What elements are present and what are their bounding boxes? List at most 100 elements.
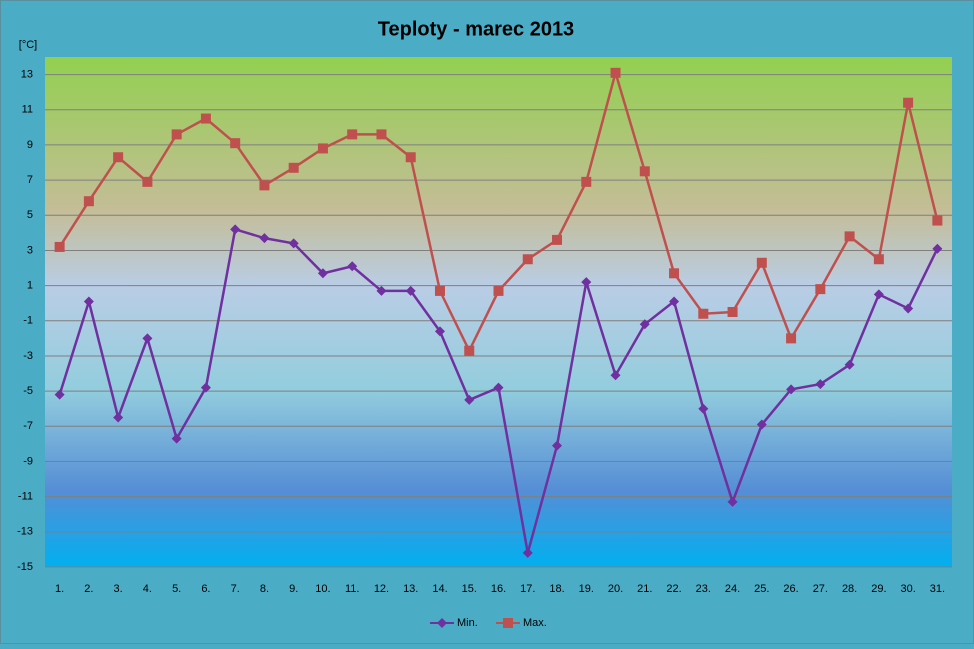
x-tick-label: 21. — [637, 583, 652, 595]
marker — [376, 129, 387, 140]
x-tick-label: 15. — [462, 583, 477, 595]
marker — [698, 308, 709, 319]
marker — [200, 113, 211, 124]
marker — [434, 326, 445, 337]
x-tick-label: 16. — [491, 583, 506, 595]
y-tick-label: -5 — [23, 385, 33, 397]
y-tick-label: 3 — [27, 244, 33, 256]
marker — [493, 285, 504, 296]
marker — [142, 176, 153, 187]
marker — [464, 394, 475, 405]
y-tick-label: -13 — [17, 526, 33, 538]
x-tick-label: 29. — [871, 583, 886, 595]
marker — [317, 268, 328, 279]
marker — [903, 97, 914, 108]
x-tick-label: 30. — [900, 583, 915, 595]
x-tick-label: 6. — [201, 583, 210, 595]
marker — [815, 379, 826, 390]
marker — [610, 370, 621, 381]
marker — [171, 433, 182, 444]
marker — [873, 254, 884, 265]
marker — [142, 333, 153, 344]
x-tick-label: 3. — [114, 583, 123, 595]
x-tick-label: 17. — [520, 583, 535, 595]
y-tick-label: 9 — [27, 139, 33, 151]
marker — [54, 241, 65, 252]
marker — [434, 285, 445, 296]
x-tick-label: 27. — [813, 583, 828, 595]
marker — [786, 384, 797, 395]
x-tick-label: 11. — [345, 583, 359, 595]
marker — [552, 234, 563, 245]
x-tick-label: 12. — [374, 583, 389, 595]
marker — [844, 231, 855, 242]
marker — [230, 138, 241, 149]
y-tick-label: -15 — [17, 561, 33, 573]
marker — [669, 268, 680, 279]
marker — [200, 382, 211, 393]
marker — [639, 166, 650, 177]
x-tick-label: 2. — [84, 583, 93, 595]
x-tick-label: 13. — [403, 583, 418, 595]
marker — [493, 382, 504, 393]
x-tick-label: 1. — [55, 583, 64, 595]
marker — [259, 233, 270, 244]
x-tick-label: 4. — [143, 583, 152, 595]
marker — [54, 389, 65, 400]
marker — [903, 303, 914, 314]
y-tick-label: 11 — [22, 104, 33, 116]
y-axis-label: [°C] — [19, 39, 37, 51]
x-tick-label: 7. — [231, 583, 240, 595]
marker — [317, 143, 328, 154]
marker — [639, 319, 650, 330]
marker — [932, 243, 943, 254]
chart-title: Teploty - marec 2013 — [378, 18, 574, 40]
marker — [83, 196, 94, 207]
marker — [230, 224, 241, 235]
y-tick-label: 13 — [21, 68, 33, 80]
x-tick-label: 18. — [549, 583, 564, 595]
x-tick-label: 25. — [754, 583, 769, 595]
marker — [756, 257, 767, 268]
marker — [405, 152, 416, 163]
y-tick-label: -9 — [23, 455, 33, 467]
marker — [610, 67, 621, 78]
x-tick-label: 5. — [172, 583, 181, 595]
x-tick-label: 22. — [666, 583, 681, 595]
marker — [552, 440, 563, 451]
marker — [437, 618, 447, 628]
marker — [113, 412, 124, 423]
marker — [727, 307, 738, 317]
marker — [581, 277, 592, 288]
marker — [288, 238, 299, 249]
marker — [786, 333, 797, 344]
marker — [376, 285, 387, 296]
x-tick-label: 14. — [432, 583, 447, 595]
plot-area — [45, 57, 952, 567]
y-tick-label: 1 — [27, 280, 33, 292]
x-tick-label: 24. — [725, 583, 740, 595]
x-tick-label: 9. — [289, 583, 298, 595]
marker — [698, 403, 709, 414]
y-tick-label: 7 — [27, 174, 33, 186]
y-tick-label: -3 — [23, 350, 33, 362]
marker — [405, 285, 416, 296]
legend-label: Min. — [457, 617, 478, 629]
marker — [756, 419, 767, 430]
marker — [83, 296, 94, 307]
y-tick-label: -11 — [18, 491, 33, 503]
x-tick-label: 8. — [260, 583, 269, 595]
y-tick-label: 5 — [27, 209, 33, 221]
marker — [522, 254, 533, 265]
marker — [503, 618, 513, 628]
x-tick-label: 20. — [608, 583, 623, 595]
x-tick-label: 10. — [315, 583, 330, 595]
marker — [581, 176, 592, 187]
x-tick-label: 26. — [783, 583, 798, 595]
marker — [727, 496, 738, 507]
marker — [259, 180, 270, 191]
marker — [873, 289, 884, 300]
marker — [522, 547, 533, 558]
marker — [815, 284, 826, 295]
